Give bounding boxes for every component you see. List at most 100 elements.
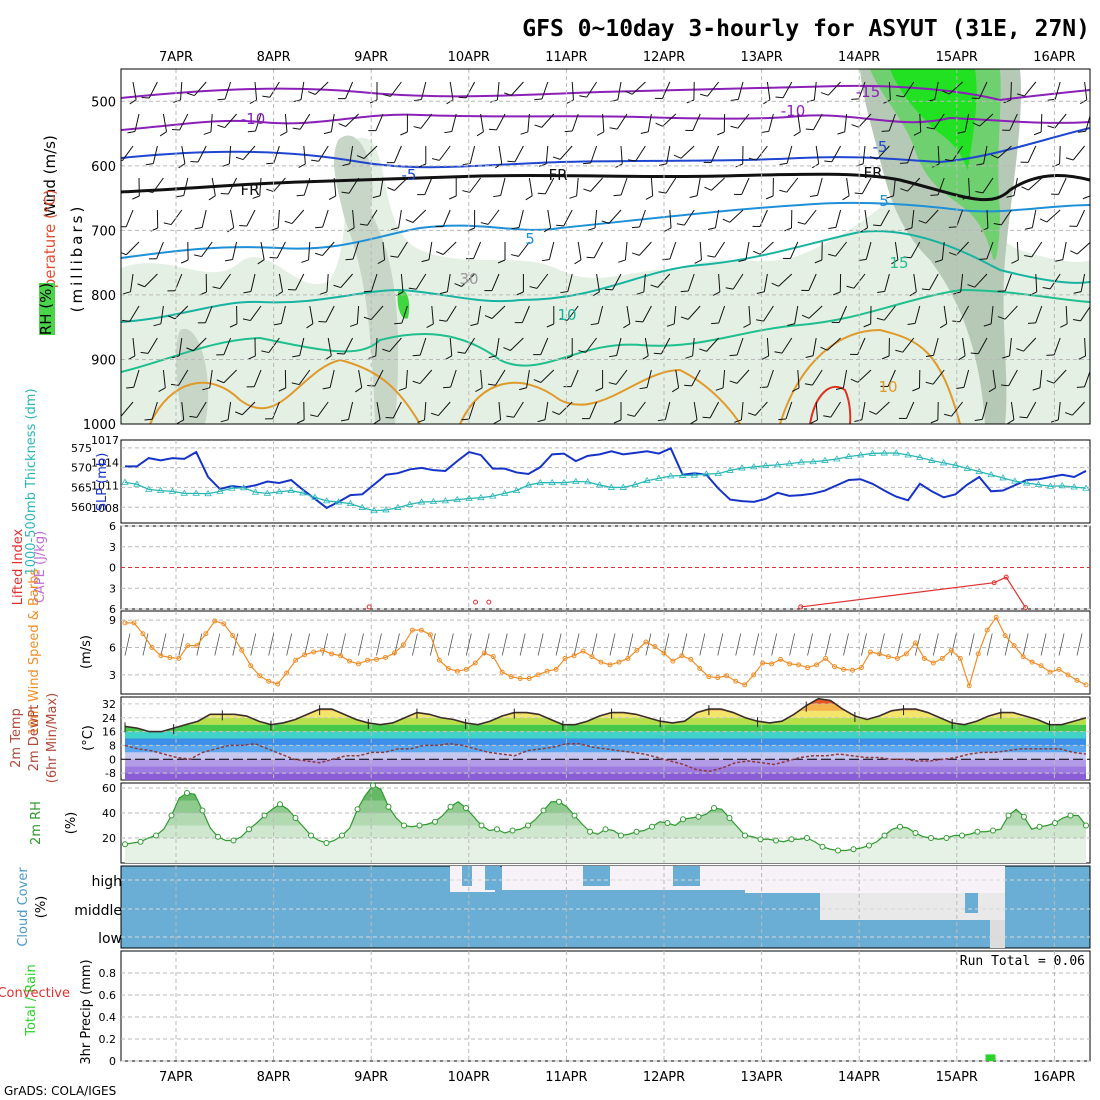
- wind-speed-point: [760, 660, 766, 666]
- rh-point: [773, 837, 779, 844]
- wind-barb: [1016, 337, 1037, 352]
- temp-tick-label: 16: [102, 726, 116, 739]
- wind-barb: [534, 113, 555, 128]
- surface-wind-barb: [286, 633, 293, 656]
- wind-speed-point: [122, 620, 128, 626]
- wind-speed-point: [311, 649, 317, 655]
- wind-speed-point: [257, 673, 263, 679]
- wind-barb: [158, 369, 166, 393]
- wind-barb: [140, 337, 158, 354]
- wind-speed-point: [140, 631, 146, 637]
- wind-speed-point: [131, 620, 137, 626]
- wind-barb: [729, 369, 750, 384]
- wind-barb: [734, 401, 744, 423]
- wind-barb: [342, 145, 354, 167]
- surface-wind-barb: [537, 633, 544, 656]
- wind-barb: [820, 337, 841, 351]
- cloud-block: [673, 866, 700, 886]
- wind-speed-point: [239, 647, 245, 653]
- wind-barb: [609, 337, 622, 358]
- rh-point: [695, 813, 702, 820]
- wind-barb: [430, 401, 451, 417]
- wind-speed-point: [1056, 666, 1062, 672]
- surface-wind-barb: [376, 633, 382, 656]
- thickness-marker: [726, 466, 734, 473]
- wind-barb: [533, 369, 555, 383]
- wind-barb: [613, 402, 622, 424]
- wind-barb: [436, 241, 457, 255]
- wind-barb: [1046, 337, 1061, 356]
- wind-barb: [685, 113, 701, 131]
- wind-barb: [394, 305, 408, 325]
- cloud-block: [583, 866, 610, 886]
- wind-barb: [860, 209, 869, 233]
- stability-panel: 6 3 0 3 6 Lifted Index CAPE (J/kg): [11, 520, 1091, 616]
- wind-barb: [581, 401, 598, 420]
- wind-speed-point: [697, 665, 703, 671]
- wind-barb: [684, 369, 701, 387]
- contour-label: 5: [879, 192, 889, 210]
- wind-barb: [925, 337, 939, 357]
- wind-barb: [939, 305, 948, 329]
- wind-barb: [202, 369, 213, 391]
- date-tick-label: 14APR: [838, 50, 880, 65]
- wind-barb: [730, 113, 750, 129]
- wind-barb: [368, 113, 384, 132]
- surface-wind-barb: [268, 633, 275, 656]
- wind-barb: [1024, 241, 1043, 258]
- thickness-marker: [595, 481, 604, 488]
- wind-barb: [921, 273, 939, 291]
- wind-barb: [782, 241, 799, 259]
- lifted-index-point: [486, 599, 492, 605]
- wind-barb: [730, 81, 744, 101]
- thickness-marker: [548, 478, 556, 486]
- wind-barb: [804, 369, 823, 386]
- wind-barb: [178, 145, 186, 169]
- rh-point: [184, 790, 190, 796]
- wind-barb: [797, 209, 817, 225]
- wind-speed-point: [670, 658, 676, 664]
- surface-wind-barb: [1040, 633, 1047, 656]
- wind-speed-point: [814, 662, 820, 668]
- wind-barb: [431, 145, 451, 161]
- surface-wind-barb: [519, 633, 526, 656]
- pressure-tick-label: 700: [91, 224, 116, 239]
- cloud-unit: (%): [34, 896, 49, 919]
- wind-barb: [578, 337, 597, 353]
- date-tick-label: 8APR: [257, 50, 291, 65]
- thickness-marker: [1022, 479, 1031, 486]
- wind-barb: [990, 145, 1012, 159]
- wind-barb: [224, 241, 238, 262]
- wind-barb: [569, 177, 579, 199]
- wind-barb: [246, 369, 262, 388]
- wind-barb: [1070, 241, 1090, 255]
- surface-wind-barb: [609, 633, 616, 656]
- wind-barb: [810, 401, 818, 424]
- wind-barb: [1046, 369, 1067, 384]
- wind-barb: [444, 337, 453, 360]
- wind-speed-point: [823, 655, 829, 661]
- thickness-tick-label: 560: [71, 501, 92, 514]
- wind-barb: [266, 177, 286, 193]
- wind-barb: [292, 337, 305, 358]
- rh-point: [881, 832, 888, 839]
- precip-convective-ylabel: Convective: [0, 986, 70, 1001]
- wind-barb: [377, 241, 386, 264]
- date-tick-label: 10APR: [448, 1070, 490, 1085]
- wind-barb: [534, 81, 549, 101]
- wind-speed-point: [427, 632, 433, 638]
- wind-barb: [292, 113, 311, 130]
- wind-speed-point: [562, 655, 568, 661]
- wind-barb: [514, 305, 530, 324]
- thickness-marker: [797, 458, 805, 465]
- temp-ylabel: 2m Temp: [9, 708, 24, 768]
- wind-barb: [702, 401, 720, 419]
- rh-point: [463, 805, 469, 811]
- thickness-marker: [228, 484, 236, 491]
- rh-point: [664, 820, 671, 826]
- wind-barb: [851, 81, 866, 100]
- wind-barb: [270, 209, 280, 231]
- wind-barb: [837, 113, 848, 135]
- rh-point: [649, 823, 655, 830]
- wind-barb: [269, 241, 286, 259]
